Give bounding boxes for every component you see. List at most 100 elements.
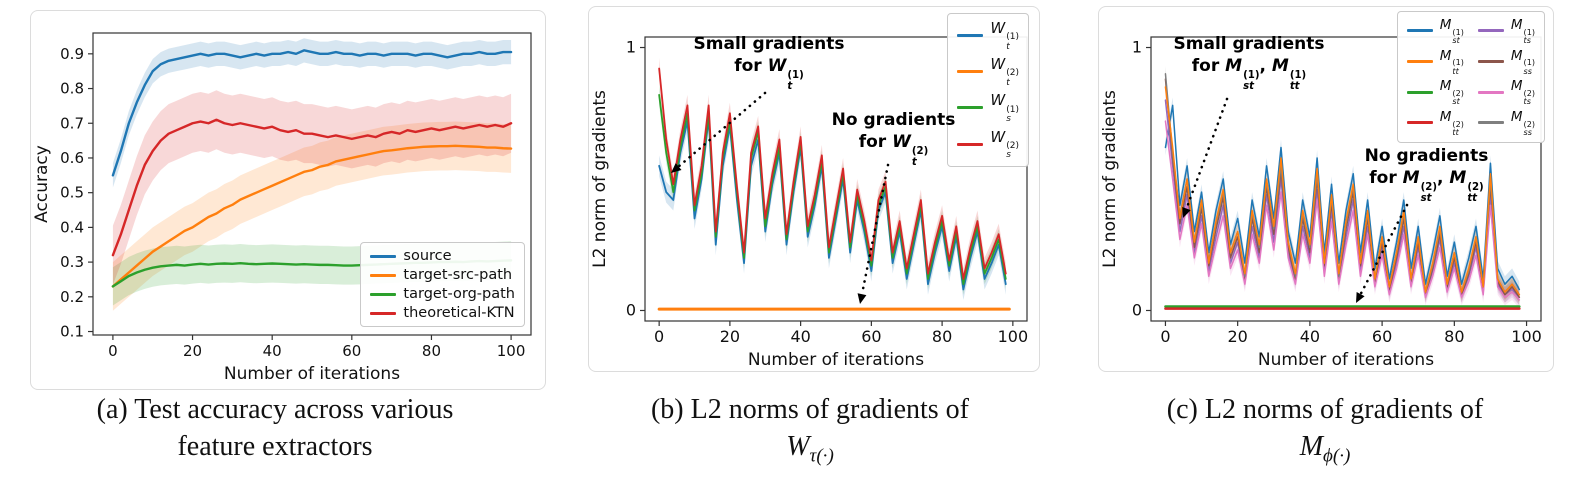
legend-swatch [1477, 29, 1504, 33]
annotation-line: Small gradients [693, 34, 845, 54]
caption-a: (a) Test accuracy across various feature … [20, 392, 530, 466]
caption-line: feature extractors [177, 430, 373, 462]
x-tick-label: 40 [790, 327, 810, 346]
legend-swatch [957, 142, 984, 146]
x-tick-label: 60 [342, 342, 361, 360]
legend-gradM: M (1) st M (1) tt M (2) st M (2) tt M (1) ts M (1) ss M (2)… [1396, 11, 1545, 143]
legend-label: W (1) s [990, 91, 1019, 124]
legend-label: M (1) st [1440, 17, 1464, 45]
series-line [111, 49, 513, 177]
annotation-arrowhead [857, 293, 867, 304]
legend-swatch [1477, 90, 1504, 94]
math-symbol: Wτ(·) [786, 430, 834, 467]
x-tick-label: 80 [422, 342, 441, 360]
legend-label: M (1) ss [1511, 48, 1535, 76]
x-tick-label: 20 [183, 342, 202, 360]
legend-item: source [370, 248, 515, 264]
x-tick-label: 100 [1511, 327, 1542, 346]
x-tick-label: 40 [263, 342, 282, 360]
annotation-line: No gradients [831, 110, 956, 130]
math-symbol: W (1) t [990, 19, 1019, 52]
y-tick-label: 0.6 [60, 149, 84, 167]
caption-line: Wτ(·) [600, 429, 1020, 469]
x-tick-label: 100 [497, 342, 526, 360]
legend-swatch [1406, 90, 1433, 94]
legend-label: source [403, 248, 452, 264]
math-symbol: M (2) tt [1449, 168, 1484, 204]
x-tick-label: 80 [1444, 327, 1464, 346]
legend-label: M (2) tt [1440, 109, 1464, 137]
series-line [658, 67, 1007, 280]
y-tick-label: 0 [626, 300, 636, 319]
legend-item: theoretical-KTN [370, 305, 515, 321]
x-tick-label: 0 [1160, 327, 1170, 346]
series-line [1164, 120, 1521, 301]
math-symbol: W (2) t [892, 132, 929, 168]
legend-swatch [957, 70, 984, 74]
math-symbol: M (1) ss [1510, 47, 1535, 76]
y-tick-label: 0.9 [60, 45, 84, 63]
legend-label: M (1) tt [1440, 48, 1464, 76]
legend-swatch [1406, 29, 1433, 33]
legend-swatch [370, 311, 397, 315]
caption-line: (b) L2 norms of gradients of [650, 394, 970, 425]
legend-item: W (2) t [957, 55, 1019, 88]
caption-b: (b) L2 norms of gradients of Wτ(·) [600, 392, 1020, 469]
annotation-arrowhead [671, 163, 682, 173]
math-symbol: W (1) t [767, 56, 804, 92]
legend-label: M (2) ss [1511, 109, 1535, 137]
plot-spines [644, 36, 1028, 322]
legend-item: target-org-path [370, 286, 515, 302]
y-tick-label: 0 [1132, 300, 1142, 319]
math-symbol: M (1) tt [1439, 47, 1464, 76]
legend-label: W (2) t [990, 55, 1019, 88]
legend-label: target-org-path [403, 286, 515, 302]
y-tick-label: 0.2 [60, 288, 84, 306]
math-symbol: Mϕ(·) [1299, 430, 1351, 467]
y-tick-label: 0.8 [60, 80, 84, 98]
legend-item: M (2) ss [1477, 109, 1535, 137]
math-symbol: M (1) ts [1510, 17, 1535, 46]
math-symbol: W (1) s [990, 91, 1019, 125]
y-tick-label: 0.1 [60, 323, 84, 341]
x-axis-label: Number of iterations [1258, 350, 1434, 370]
legend-item: M (1) st [1406, 17, 1464, 45]
series-line [1164, 104, 1521, 291]
x-tick-label: 20 [1227, 327, 1247, 346]
series-band [112, 90, 512, 285]
series-band [112, 121, 512, 311]
legend-item: W (1) t [957, 19, 1019, 52]
annotation-line: for M (2) st, M (2) tt [1369, 168, 1484, 204]
plot-accuracy: 0 20 40 60 80 100 0.1 0.2 0.3 0.4 0.5 0.6 0.7 0.8 0.9 N… [32, 32, 532, 384]
chart-gradients-m-panel: 0 20 40 60 80 100 0 1 Number of iterations L2 nor… [1098, 6, 1554, 372]
math-symbol: M (2) ss [1510, 108, 1535, 138]
math-symbol: M (2) ts [1510, 78, 1535, 107]
legend-item: M (1) ts [1477, 17, 1535, 46]
x-axis-label: Number of iterations [224, 364, 400, 384]
caption-c: (c) L2 norms of gradients of Mϕ(·) [1105, 392, 1545, 469]
legend-label: W (2) s [990, 128, 1019, 161]
plot-gradM: 0 20 40 60 80 100 0 1 Number of iterations L2 nor… [1100, 36, 1542, 370]
annotation-arrowhead [1356, 292, 1365, 303]
legend-label: M (2) st [1440, 78, 1464, 106]
legend-swatch [1406, 121, 1433, 125]
plot-gradW: 0 20 40 60 80 100 0 1 Number of iterations L2 nor… [590, 36, 1029, 370]
legend-label: M (2) ts [1511, 78, 1535, 106]
legend-swatch [1477, 121, 1504, 125]
legend-label: W (1) t [990, 19, 1019, 52]
annotation: No gradients for W (2) t [811, 109, 976, 169]
math-symbol: M (1) st [1439, 17, 1464, 46]
series-line [111, 144, 513, 288]
legend-item: M (2) ts [1477, 78, 1535, 106]
y-tick-label: 1 [626, 38, 636, 57]
caption-line: Mϕ(·) [1105, 429, 1545, 469]
plot-spines [92, 32, 532, 336]
chart-gradients-w-panel: 0 20 40 60 80 100 0 1 Number of iterations L2 nor… [588, 6, 1040, 372]
legend-swatch [1406, 59, 1433, 63]
series-line [111, 118, 513, 257]
x-tick-label: 100 [998, 327, 1029, 346]
legend-item: M (2) tt [1406, 109, 1464, 137]
legend-swatch [370, 292, 397, 296]
series-line [1164, 86, 1521, 296]
